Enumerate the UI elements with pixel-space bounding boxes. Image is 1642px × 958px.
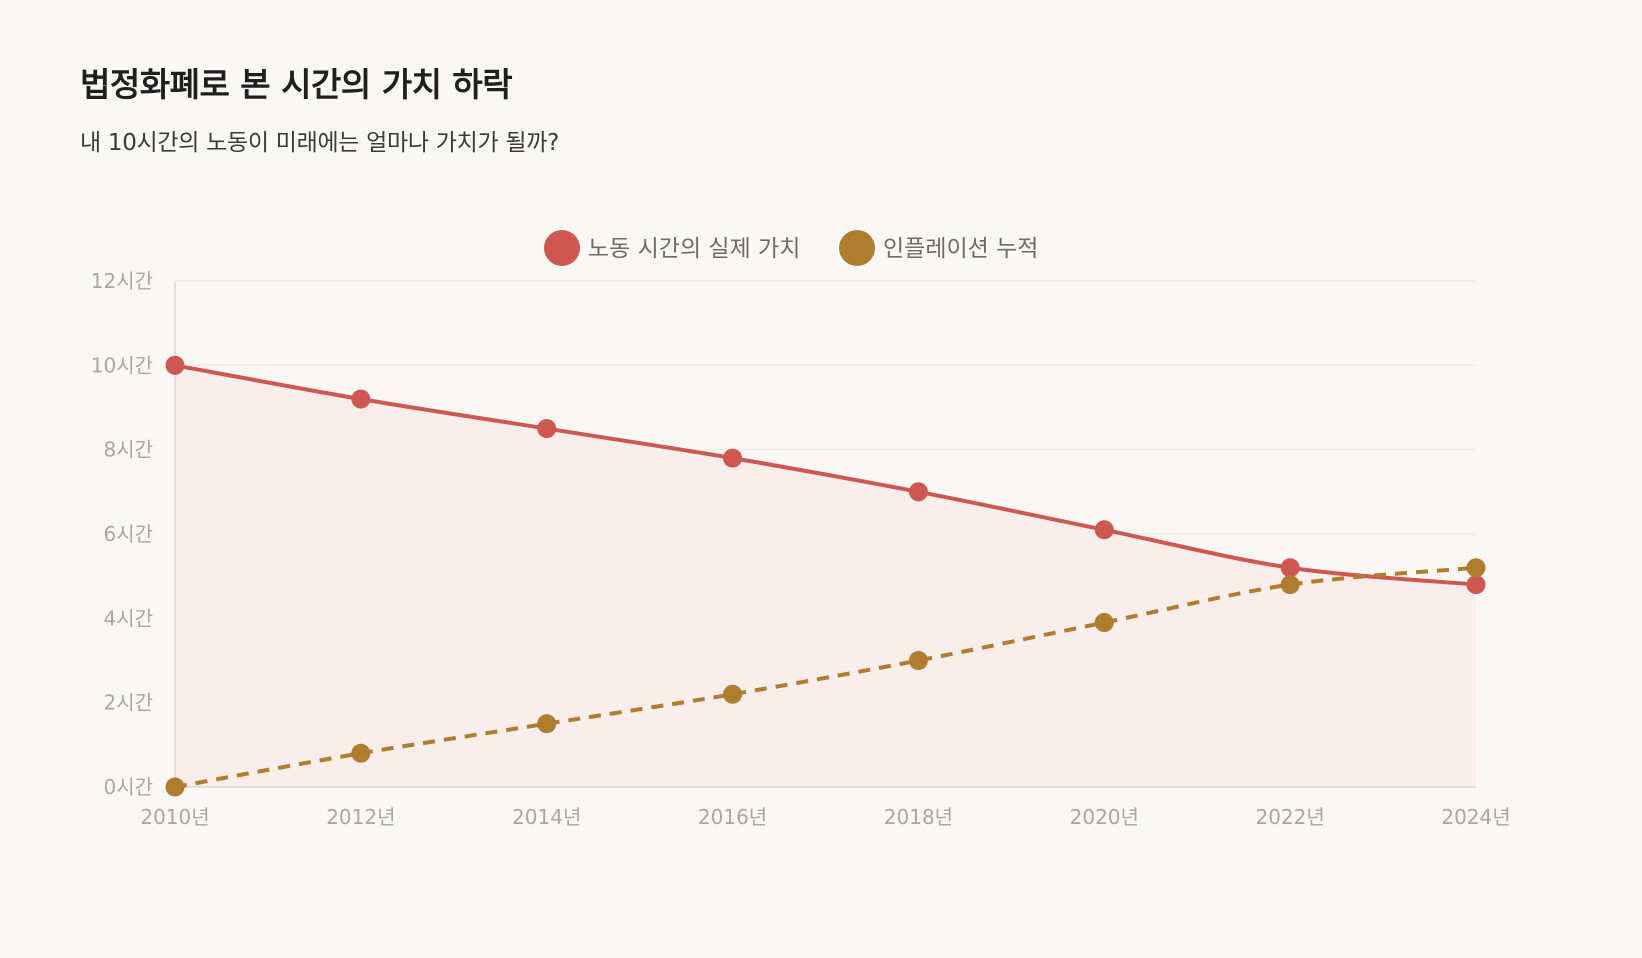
y-tick-label: 0시간 [103,775,153,799]
y-tick-label: 12시간 [91,269,153,293]
chart-subtitle: 내 10시간의 노동이 미래에는 얼마나 가치가 될까? [80,130,559,156]
y-tick-label: 2시간 [103,691,153,715]
data-point-real-value[interactable] [1466,575,1486,595]
y-tick-label: 4시간 [103,606,153,630]
data-point-inflation[interactable] [1466,558,1486,578]
series-line-real-value [173,363,1478,587]
x-tick-label: 2018년 [884,805,953,829]
legend-label-real-value: 노동 시간의 실제 가치 [588,236,800,262]
legend-marker-inflation [839,230,875,266]
x-tick-label: 2016년 [698,805,767,829]
data-point-real-value[interactable] [908,482,928,502]
x-tick-label: 2014년 [512,805,581,829]
x-tick-label: 2024년 [1441,805,1510,829]
legend-label-inflation: 인플레이션 누적 [883,236,1038,262]
data-point-real-value[interactable] [537,419,557,439]
data-point-inflation[interactable] [165,777,185,797]
data-point-inflation[interactable] [537,714,557,734]
legend-item-inflation[interactable]: 인플레이션 누적 [839,230,1038,266]
y-tick-label: 6시간 [103,522,153,546]
chart-title: 법정화폐로 본 시간의 가치 하락 [80,65,513,104]
y-tick-label: 10시간 [91,353,153,377]
legend: 노동 시간의 실제 가치 인플레이션 누적 [544,230,1038,266]
legend-marker-real-value [544,230,580,266]
data-point-inflation[interactable] [1280,575,1300,595]
data-point-inflation[interactable] [908,651,928,670]
series-lines [173,363,1478,789]
legend-item-real-value[interactable]: 노동 시간의 실제 가치 [544,230,800,266]
data-point-real-value[interactable] [723,448,743,468]
series-line-inflation [174,565,1477,789]
data-point-real-value[interactable] [1094,520,1114,540]
data-point-inflation[interactable] [723,684,743,704]
data-point-real-value[interactable] [1280,558,1300,578]
x-tick-label: 2020년 [1070,805,1139,829]
data-point-inflation[interactable] [351,743,371,763]
data-point-inflation[interactable] [1094,613,1114,633]
data-point-real-value[interactable] [351,389,371,409]
tick-labels: 0시간 2시간 4시간 6시간 8시간 10시간 12시간 2010년 2012년 2014년 20… [91,269,1511,829]
area-fill [175,365,1476,787]
x-tick-label: 2022년 [1255,805,1324,829]
x-tick-label: 2012년 [326,805,395,829]
data-point-real-value[interactable] [165,355,185,375]
area-real-value [175,365,1476,787]
x-tick-label: 2010년 [140,805,209,829]
y-tick-label: 8시간 [103,438,153,462]
series-points [165,355,1486,797]
